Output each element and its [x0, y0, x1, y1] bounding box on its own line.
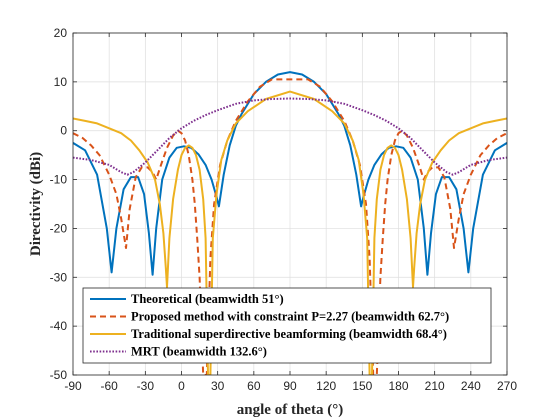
- legend-label-3: MRT (beamwidth 132.6°): [131, 345, 267, 359]
- x-tick-label: 240: [461, 379, 481, 393]
- y-tick-label: 20: [54, 26, 68, 40]
- x-tick-label: -60: [100, 379, 118, 393]
- x-tick-label: 270: [497, 379, 517, 393]
- series-line-0: [73, 71, 507, 276]
- legend-label-1: Proposed method with constraint P=2.27 (…: [131, 310, 449, 324]
- series-line-3: [73, 97, 507, 176]
- y-tick-label: 10: [54, 75, 68, 89]
- y-tick-label: -50: [50, 368, 68, 382]
- y-tick-label: -30: [50, 270, 68, 284]
- legend: Theoretical (beamwidth 51°) Proposed meth…: [82, 287, 492, 364]
- x-axis-title: angle of theta (°): [237, 402, 343, 418]
- x-tick-label: 120: [316, 379, 336, 393]
- legend-label-2: Traditional superdirective beamforming (…: [131, 327, 447, 341]
- x-tick-label: 180: [388, 379, 408, 393]
- legend-box: [82, 287, 492, 364]
- y-axis-title: Directivity (dBi): [28, 152, 44, 256]
- axis-ticks: [72, 32, 508, 376]
- series-line-2: [73, 90, 507, 375]
- y-tick-label: -40: [50, 319, 68, 333]
- x-tick-label: 60: [247, 379, 261, 393]
- x-tick-label: 90: [283, 379, 297, 393]
- y-tick-label: 0: [60, 124, 67, 138]
- y-tick-label: -10: [50, 173, 68, 187]
- x-tick-label: 0: [178, 379, 185, 393]
- series-layer: [73, 71, 507, 375]
- legend-label-0: Theoretical (beamwidth 51°): [131, 292, 284, 306]
- y-tick-label: -20: [50, 221, 68, 235]
- x-tick-label: -30: [137, 379, 155, 393]
- x-tick-label: 30: [211, 379, 225, 393]
- axis-tick-labels: -90 -60 -30 0 30 60 90 120 150 180 210 240 270 -50 -40…: [50, 26, 518, 393]
- x-tick-label: 210: [425, 379, 445, 393]
- x-tick-label: 150: [352, 379, 372, 393]
- x-tick-label: -90: [64, 379, 82, 393]
